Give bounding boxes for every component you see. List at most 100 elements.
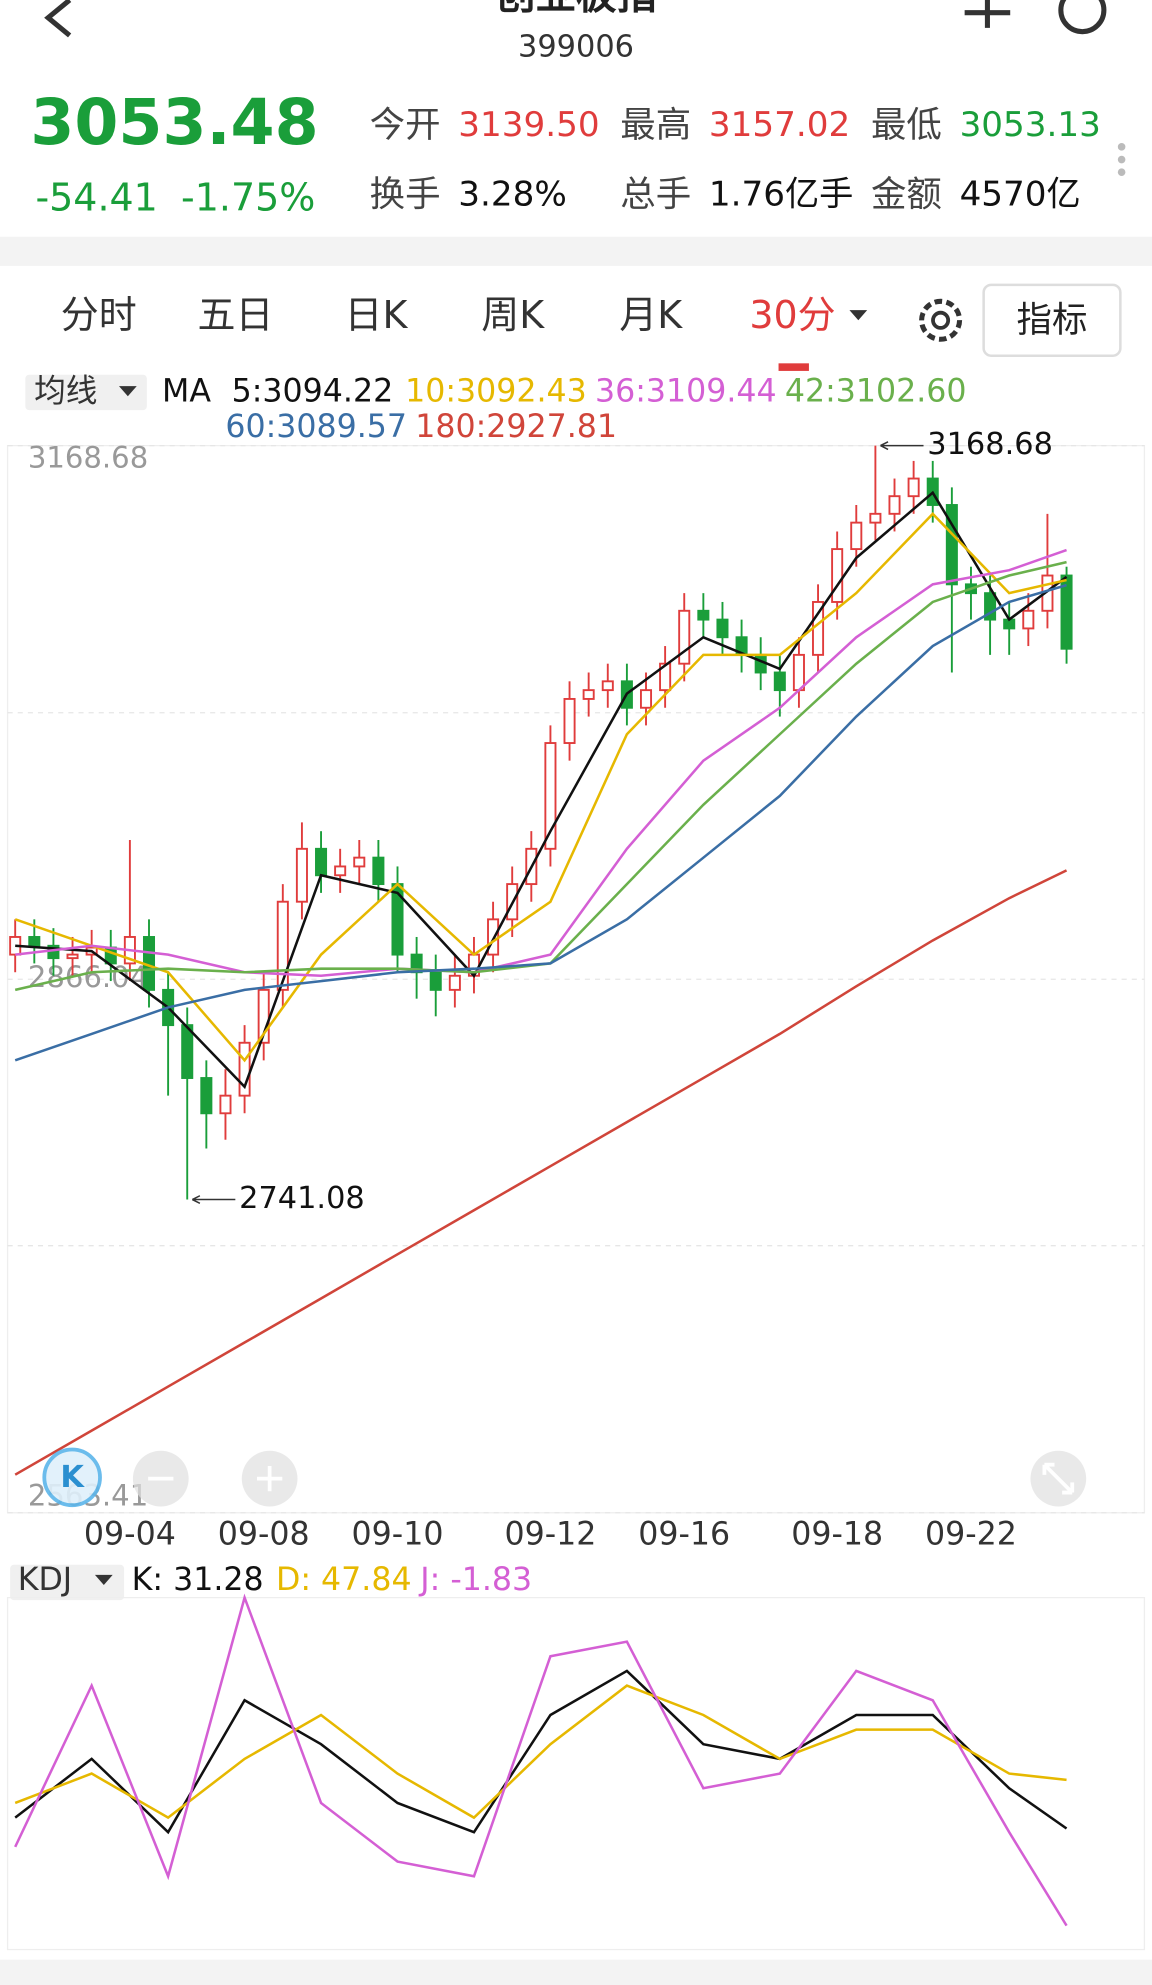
candle-body	[353, 856, 366, 868]
tab[interactable]: 30分	[749, 293, 835, 337]
tab-underline	[778, 363, 809, 371]
ma-line	[15, 548, 1067, 978]
ma-legend-item: 5:3094.22	[232, 373, 394, 409]
candle-body	[334, 865, 347, 877]
candle-body	[678, 609, 691, 665]
stat-label: 金额	[871, 174, 942, 215]
candle-body	[716, 618, 729, 639]
low-annotation-arrow	[191, 1195, 236, 1205]
candle-body	[200, 1077, 213, 1115]
kdj-line	[14, 1593, 1068, 1927]
candle-body	[563, 697, 576, 744]
candle-body	[448, 974, 461, 991]
kdj-legend-item: D: 47.84	[276, 1562, 412, 1598]
k-button-label: K	[60, 1460, 85, 1495]
candle-body	[773, 671, 786, 692]
candle-body	[984, 592, 997, 621]
ma-legend-item: 10:3092.43	[405, 373, 587, 409]
stat-value: 1.76亿手	[709, 175, 853, 215]
stat-label: 最低	[871, 105, 942, 146]
indicator-button-label: 指标	[1017, 300, 1088, 341]
candle-body	[315, 847, 328, 877]
stat-label: 最高	[620, 105, 691, 146]
candle-body	[181, 1024, 194, 1079]
candle-body	[831, 548, 844, 603]
ma-legend-item: 180:2927.81	[415, 409, 617, 445]
kdj-title: KDJ	[18, 1562, 72, 1598]
candle-body	[850, 521, 863, 551]
candle-body	[888, 495, 901, 515]
candle-body	[907, 477, 920, 498]
back-button[interactable]	[44, 0, 72, 38]
x-tick-label: 09-22	[925, 1517, 1017, 1553]
stat-value: 3139.50	[458, 105, 599, 145]
kdj-legend-item: K: 31.28	[132, 1562, 264, 1598]
tab[interactable]: 月K	[619, 293, 683, 337]
high-annotation: 3168.68	[927, 427, 1053, 462]
price: 3053.48	[30, 85, 318, 159]
k-button[interactable]	[42, 1447, 102, 1508]
candle-body	[697, 609, 710, 621]
change: -54.41	[35, 176, 157, 220]
ma-legend-item: 36:3109.44	[595, 373, 777, 409]
candle-body	[219, 1094, 232, 1115]
ma-line	[15, 490, 1068, 1090]
search-button[interactable]	[1058, 0, 1107, 35]
fullscreen-icon	[1042, 1462, 1075, 1495]
ma-selector[interactable]	[25, 374, 147, 411]
code: 399006	[518, 30, 634, 65]
x-tick-label: 09-10	[352, 1517, 444, 1553]
candle-body	[659, 662, 672, 692]
candle-body	[544, 742, 557, 850]
indicator-button[interactable]	[982, 283, 1122, 358]
y-tick-label: 3168.68	[28, 441, 148, 475]
tab[interactable]: 分时	[61, 293, 137, 337]
stat-label: 换手	[370, 174, 441, 215]
ma-legend-item: 42:3102.60	[785, 373, 967, 409]
zoom-in-icon	[256, 1465, 283, 1492]
candle-body	[1022, 609, 1035, 630]
bottom-bar	[0, 1959, 1152, 1985]
kdj-legend-item: J: -1.83	[418, 1562, 532, 1598]
title: 创业板指	[494, 0, 657, 18]
candle-body	[429, 971, 442, 991]
candle-body	[28, 936, 41, 947]
separator	[0, 236, 1152, 266]
ma-legend-item: 60:3089.57	[225, 409, 407, 445]
ma-legend-arrow	[118, 386, 137, 397]
candle-body	[1060, 574, 1073, 650]
candle-body	[792, 653, 805, 692]
ma-line	[14, 869, 1068, 1476]
x-tick-label: 09-08	[218, 1517, 310, 1553]
stat-value: 3053.13	[960, 105, 1101, 145]
more-dot	[1117, 143, 1126, 151]
ma-line	[14, 583, 1067, 1062]
tab[interactable]: 日K	[345, 293, 409, 337]
low-annotation: 2741.08	[239, 1181, 365, 1216]
kdj-arrow	[94, 1574, 113, 1585]
add-button[interactable]	[964, 0, 1011, 28]
x-tick-label: 09-16	[638, 1517, 730, 1553]
more-dot	[1117, 155, 1126, 164]
stat-value: 3.28%	[458, 175, 567, 215]
candle-body	[582, 689, 595, 700]
kdj-line	[14, 1684, 1067, 1820]
candle-body	[276, 900, 289, 991]
candle-body	[601, 680, 614, 692]
kdj-selector[interactable]	[10, 1564, 125, 1601]
settings-button[interactable]	[919, 298, 963, 342]
x-tick-label: 09-12	[504, 1517, 596, 1553]
tab-dropdown	[849, 310, 868, 321]
tab[interactable]: 五日	[197, 293, 273, 337]
tab[interactable]: 周K	[481, 293, 545, 337]
ma-label: MA	[162, 373, 211, 409]
x-tick-label: 09-18	[791, 1517, 883, 1553]
stat-label: 总手	[620, 174, 691, 215]
stat-value: 3157.02	[709, 105, 850, 145]
candle-body	[945, 504, 958, 586]
candle-body	[372, 856, 385, 886]
candle-body	[869, 512, 882, 524]
